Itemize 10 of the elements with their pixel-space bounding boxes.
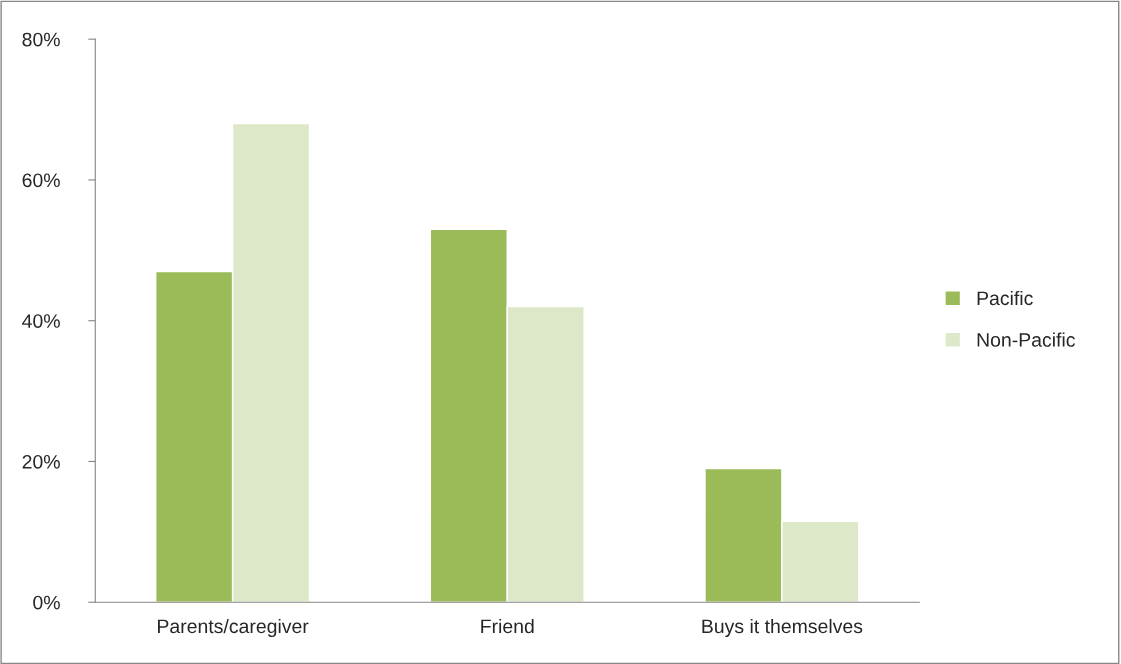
y-tick-label: 80% (22, 32, 60, 47)
x-tick-label: Friend (481, 618, 534, 634)
x-tick-label: Buys it themselves (702, 618, 863, 638)
y-tick-label: 20% (22, 454, 60, 469)
y-tick-label: 40% (22, 314, 60, 328)
legend-label: Pacific (977, 290, 1033, 306)
y-tick-label: 60% (22, 173, 60, 188)
legend-label: Non-Pacific (977, 332, 1075, 347)
x-tick-label: Parents/caregiver (158, 618, 309, 638)
y-tick-label: 0% (33, 595, 60, 610)
